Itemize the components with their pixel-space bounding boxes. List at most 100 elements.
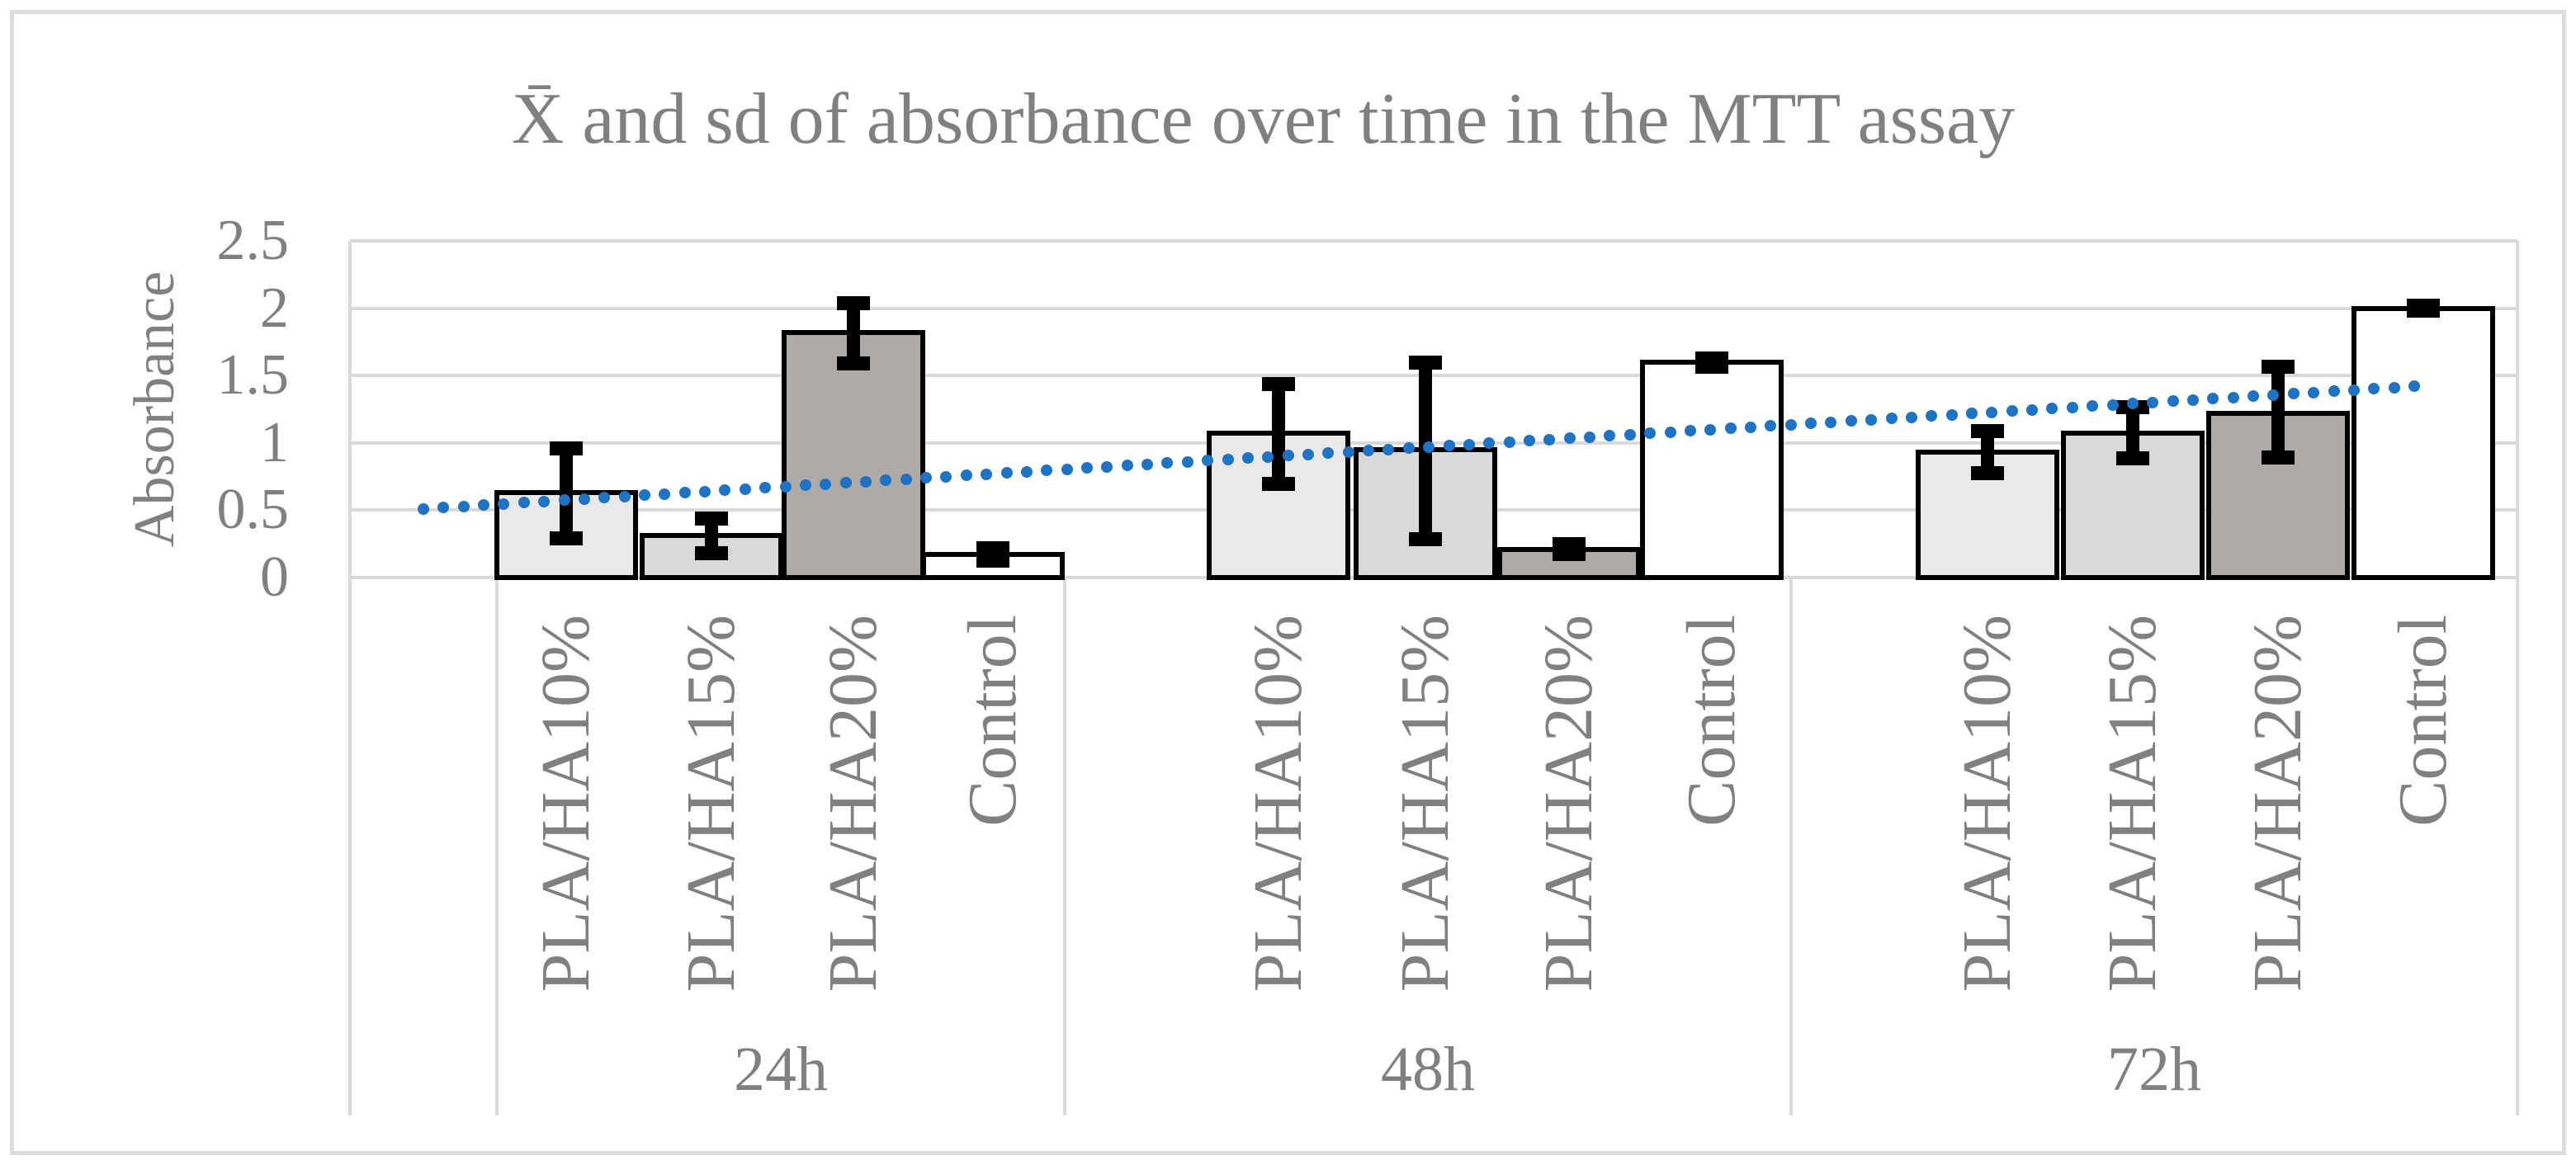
x-category-label: PLA/HA10% [527,615,604,993]
trendline-dot [1805,417,1817,430]
trendline-dot [719,484,731,497]
trendline-dot [1745,421,1756,433]
trendline-dot [1101,460,1113,473]
error-bar-cap-bottom [2407,303,2440,318]
trendline-dot [1000,467,1013,479]
trendline-dot [1041,465,1053,477]
trendline-dot [1865,413,1878,426]
y-tick-label: 1.5 [216,343,290,408]
trendline-dot [1503,436,1515,448]
trendline-dot [659,488,671,500]
trendline-dot [1966,408,1978,420]
trendline-dot [2106,399,2119,411]
trendline-dot [900,473,912,485]
plot-left-edge [348,241,352,1115]
x-category-label: PLA/HA20% [815,615,891,993]
trendline-dot [1443,440,1455,452]
x-category-label: PLA/HA15% [673,615,749,993]
trendline-dot [1241,452,1254,465]
group-separator [495,578,499,1115]
x-category-label: PLA/HA20% [1530,615,1607,993]
error-bar-stem [705,518,718,554]
figure-border [10,10,2566,1155]
trendline-dot [2248,390,2260,403]
x-group-label: 48h [1381,1035,1475,1104]
trendline-dot [960,469,972,482]
trendline-dot [1322,447,1335,460]
gridline [350,306,2517,310]
error-bar-cap-top [550,441,583,456]
error-bar-cap-top [1409,355,1442,370]
x-category-label: PLA/HA15% [2094,615,2171,993]
trendline-dot [1905,411,1917,423]
trendline-dot [1926,410,1938,422]
error-bar-stem [2271,366,2285,458]
x-group-label: 24h [734,1035,828,1104]
error-bar-cap-bottom [1695,360,1728,375]
trendline-dot [457,500,470,512]
trendline-dot [2026,403,2039,416]
y-tick-label: 1 [260,410,289,474]
trendline-dot [437,502,450,514]
trendline-dot [1402,442,1415,455]
trendline-dot [739,483,751,495]
trendline-dot [2207,393,2219,405]
error-bar-cap-bottom [1409,532,1442,547]
trendline-dot [678,487,691,499]
trendline-dot [1363,445,1375,457]
x-group-label: 72h [2107,1035,2201,1104]
trendline-dot [1664,426,1676,438]
trendline-dot [2167,395,2179,408]
trendline-dot [1885,413,1898,425]
trendline-dot [1383,443,1395,455]
bar-72h-Control [2351,305,2495,580]
trendline-dot [1765,420,1777,432]
trendline-dot [1282,450,1294,462]
trendline-dot [2408,380,2420,393]
trendline-dot [779,480,792,493]
trendline-dot [2328,385,2340,398]
error-bar-cap-bottom [550,531,583,545]
trendline-dot [1945,408,1958,421]
trendline-dot [538,495,551,507]
trendline-dot [1302,448,1314,460]
trendline-dot [981,468,993,480]
error-bar-cap-top [976,541,1009,556]
trendline-dot [1423,441,1435,453]
trendline-dot [1604,430,1616,442]
trendline-dot [598,492,611,504]
error-bar-stem [1981,431,1994,474]
gridline [350,441,2517,445]
trendline-dot [1584,431,1596,443]
trendline-dot [478,499,490,512]
trendline-dot [1463,438,1475,450]
error-bar-cap-bottom [1971,466,2004,481]
trendline-dot [920,472,933,484]
trendline-dot [1483,437,1496,450]
trendline-dot [1644,427,1657,440]
x-category-label: Control [2385,615,2461,827]
error-bar-cap-bottom [1553,547,1586,562]
trendline-dot [820,478,832,490]
error-bar-cap-top [695,512,728,526]
trendline-dot [1724,422,1737,435]
error-bar-stem [1272,383,1285,485]
trendline-dot [799,479,811,492]
x-category-label: PLA/HA10% [1240,615,1316,993]
trendline-dot [1543,433,1556,446]
trendline-dot [1986,406,1998,418]
trendline-dot [558,494,570,507]
trendline-dot [1020,465,1033,478]
error-bar-cap-top [837,296,870,311]
trendline-dot [2368,383,2380,395]
trendline-dot [1222,453,1234,465]
trendline-dot [1845,415,1857,427]
trendline-dot [2006,405,2018,417]
trendline-dot [2287,388,2299,400]
trendline-dot [1825,416,1837,428]
error-bar-cap-bottom [976,554,1009,568]
trendline-dot [2308,386,2320,399]
trendline-dot [940,470,952,483]
x-category-label: PLA/HA10% [1949,615,2025,993]
